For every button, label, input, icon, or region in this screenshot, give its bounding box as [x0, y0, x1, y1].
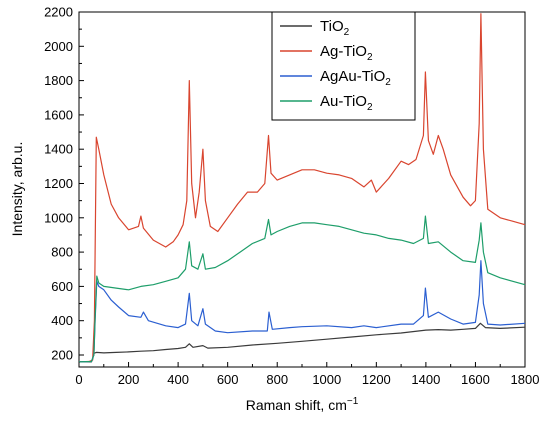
y-tick-label: 1400: [44, 142, 73, 157]
y-tick-label: 2000: [44, 39, 73, 54]
x-tick-label: 1000: [312, 372, 341, 387]
y-tick-label: 200: [51, 347, 73, 362]
series-line-1: [78, 13, 526, 363]
legend-label-subscript: 2: [367, 52, 373, 63]
y-tick-label: 800: [51, 245, 73, 260]
legend-label-name: Au-TiO: [320, 93, 367, 110]
series-layer: [78, 13, 526, 363]
legend-label-1: Ag-TiO2: [320, 43, 373, 63]
y-tick-label: 1200: [44, 176, 73, 191]
x-axis-title: Raman shift, cm−1: [246, 396, 359, 413]
y-tick-label: 2200: [44, 5, 73, 20]
x-tick-label: 400: [167, 372, 189, 387]
x-tick-label: 1600: [461, 372, 490, 387]
ticks-layer: 0 200 400 600 800 1000 1200 1400 1600 18002004006…: [44, 5, 539, 388]
y-axis-title: Intensity, arb.u.: [9, 142, 25, 237]
y-tick-label: 1800: [44, 73, 73, 88]
legend-label-2: AgAu-TiO2: [320, 68, 391, 88]
x-tick-label: 1800: [511, 372, 540, 387]
x-tick-label: 800: [266, 372, 288, 387]
legend-label-name: AgAu-TiO: [320, 68, 385, 85]
x-tick-label: 600: [217, 372, 239, 387]
x-tick-label: 0: [75, 372, 82, 387]
y-tick-label: 1000: [44, 210, 73, 225]
legend-label-subscript: 2: [344, 27, 350, 38]
legend-box: [271, 11, 416, 121]
series-line-3: [78, 215, 526, 363]
legend-label-name: TiO: [320, 18, 344, 35]
legend-label-3: Au-TiO2: [320, 93, 373, 113]
legend-label-0: TiO2: [320, 18, 350, 38]
x-tick-label: 1400: [411, 372, 440, 387]
y-tick-label: 600: [51, 279, 73, 294]
y-tick-label: 1600: [44, 107, 73, 122]
x-tick-label: 1200: [362, 372, 391, 387]
x-tick-label: 200: [118, 372, 140, 387]
series-line-2: [78, 260, 526, 363]
legend-label-name: Ag-TiO: [320, 43, 367, 60]
y-tick-label: 400: [51, 313, 73, 328]
legend-label-subscript: 2: [385, 77, 391, 88]
x-axis-title-superscript: −1: [347, 396, 359, 407]
series-line-0: [79, 322, 526, 363]
legend-label-subscript: 2: [367, 102, 373, 113]
